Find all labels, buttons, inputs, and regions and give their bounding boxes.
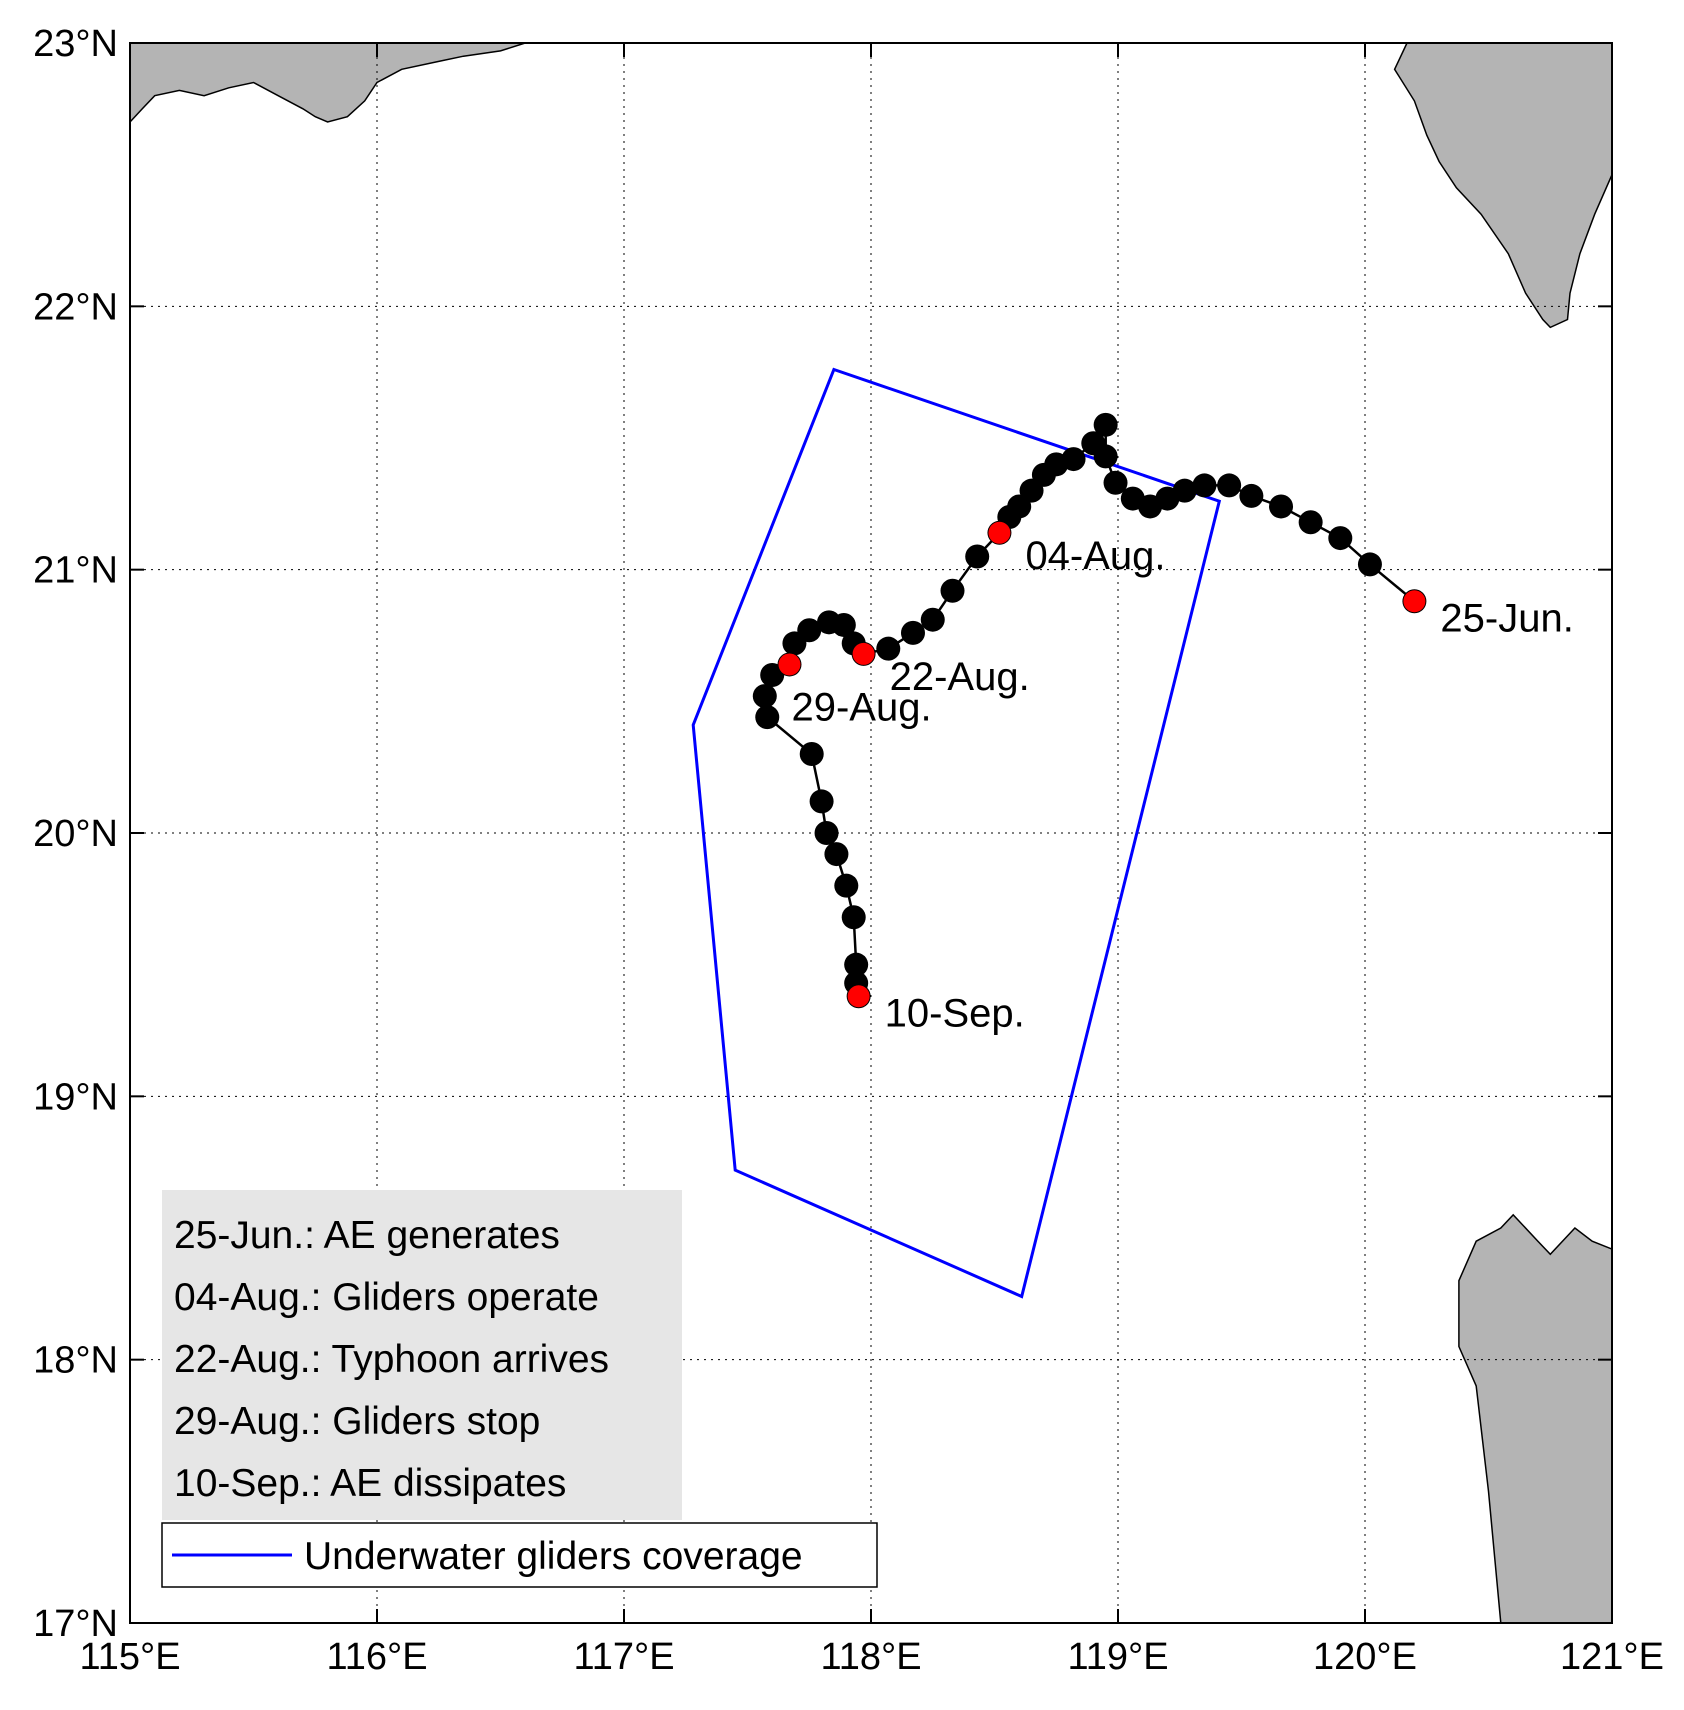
track-point (876, 636, 901, 661)
track-point (760, 663, 785, 687)
event-legend-line: 22-Aug.: Typhoon arrives (174, 1338, 609, 1381)
track-point (844, 952, 869, 977)
event-legend-line: 04-Aug.: Gliders operate (174, 1276, 599, 1319)
lat-tick-label: 22°N (33, 286, 118, 328)
event-marker (988, 521, 1011, 544)
track-point (841, 905, 866, 930)
track-point (1239, 483, 1264, 508)
lon-tick-label: 121°E (1560, 1636, 1664, 1678)
event-marker (847, 985, 870, 1008)
track-point (965, 544, 990, 569)
event-label: 22-Aug. (890, 655, 1030, 699)
track-point (1298, 510, 1323, 535)
lat-tick-label: 19°N (33, 1076, 118, 1118)
track-point (814, 821, 839, 845)
track-point (900, 620, 925, 645)
track-point (755, 705, 780, 730)
track-point (1120, 486, 1145, 511)
coverage-polygon (691, 367, 1222, 1299)
track-point (809, 789, 834, 814)
coverage-legend: Underwater gliders coverage (161, 1522, 878, 1588)
event-marker (1403, 590, 1426, 613)
track-point (752, 684, 777, 709)
axis-ticks: 115°E 116°E 117°E 118°E 119°E 120°E 121°E 17°N 1… (33, 23, 1664, 1678)
track-point (1357, 552, 1382, 577)
track-point (834, 873, 859, 898)
lon-tick-label: 117°E (573, 1636, 674, 1678)
track-point (1328, 526, 1353, 551)
event-label: 25-Jun. (1440, 596, 1573, 640)
track-point (1217, 473, 1242, 498)
track-point (1081, 431, 1106, 456)
coverage-legend-label: Underwater gliders coverage (304, 1535, 803, 1578)
event-label: 29-Aug. (791, 685, 931, 729)
track-point (782, 631, 807, 656)
event-label: 10-Sep. (885, 991, 1025, 1035)
lon-tick-label: 120°E (1313, 1636, 1417, 1678)
lon-tick-label: 118°E (820, 1636, 921, 1678)
track-point (1103, 470, 1128, 495)
event-legend-line: 25-Jun.: AE generates (174, 1214, 560, 1257)
event-marker (852, 642, 875, 665)
land-layer (129, 42, 1613, 1624)
lat-tick-label: 21°N (33, 550, 118, 592)
lat-tick-label: 23°N (33, 23, 118, 65)
lon-tick-label: 116°E (326, 1636, 427, 1678)
track-point (1269, 494, 1294, 519)
event-legend: 25-Jun.: AE generates 04-Aug.: Gliders o… (162, 1190, 682, 1520)
track-point (799, 742, 824, 766)
lon-tick-label: 115°E (79, 1636, 180, 1678)
track-point (940, 578, 965, 603)
lat-tick-label: 18°N (33, 1340, 118, 1382)
lat-tick-label: 17°N (33, 1603, 118, 1645)
land-china-coast (129, 42, 526, 124)
event-markers: 25-Jun. 04-Aug. 22-Aug.29-Aug. 10-Sep. (778, 521, 1574, 1035)
coverage-layer (691, 367, 1222, 1299)
land-luzon (1458, 1213, 1613, 1624)
event-marker (778, 653, 801, 676)
event-legend-line: 29-Aug.: Gliders stop (174, 1400, 540, 1443)
event-legend-box (162, 1190, 682, 1520)
lat-tick-label: 20°N (33, 813, 118, 855)
lon-tick-label: 119°E (1067, 1636, 1168, 1678)
track-point (1192, 473, 1217, 498)
track-point (817, 610, 842, 635)
event-label: 04-Aug. (1025, 534, 1165, 578)
track-point (920, 607, 945, 632)
track-point (824, 842, 849, 867)
track-point (1093, 412, 1118, 437)
event-legend-line: 10-Sep.: AE dissipates (174, 1462, 566, 1505)
land-taiwan (1393, 42, 1613, 329)
